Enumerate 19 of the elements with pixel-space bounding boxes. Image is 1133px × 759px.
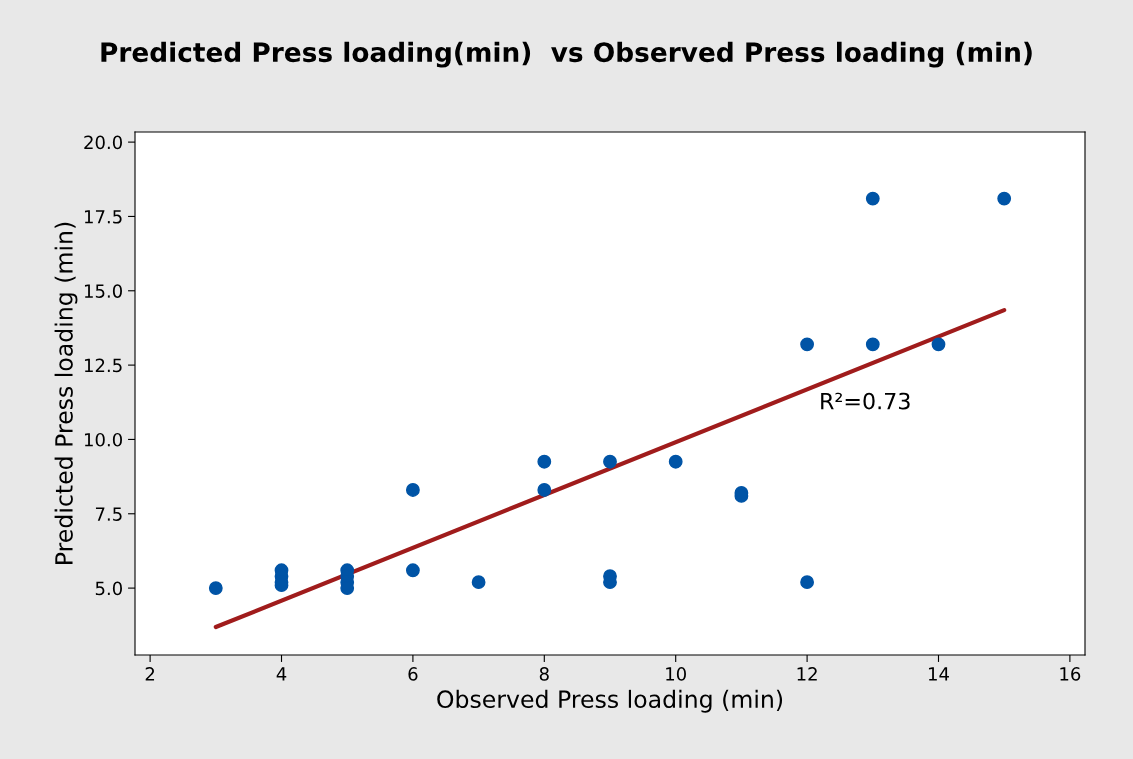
x-tick-label: 12 [797, 667, 817, 681]
x-tick-label: 4 [276, 667, 287, 681]
y-tick-label: 15.0 [84, 284, 122, 298]
x-tick-label: 14 [928, 667, 949, 681]
chart-title: Predicted Press loading(min) vs Observed Press loading (min) [101, 41, 1032, 68]
y-tick-label: 17.5 [84, 210, 122, 224]
x-tick-label: 10 [666, 667, 686, 681]
x-tick-label: 2 [145, 667, 155, 681]
annotation: R²=0.73 [821, 392, 910, 410]
y-axis-title: Predicted Press loading (min) [54, 222, 78, 564]
y-tick-label: 10.0 [84, 432, 122, 447]
x-tick-label: 16 [1060, 667, 1081, 681]
x-tick-label: 8 [539, 667, 549, 681]
y-tick-label: 20.0 [84, 135, 122, 150]
y-tick-label: 12.5 [84, 358, 122, 373]
y-tick-label: 5.0 [95, 581, 122, 596]
x-tick-label: 6 [408, 667, 418, 681]
x-axis-title: Observed Press loading (min) [437, 689, 783, 713]
y-tick-label: 7.5 [95, 507, 122, 521]
